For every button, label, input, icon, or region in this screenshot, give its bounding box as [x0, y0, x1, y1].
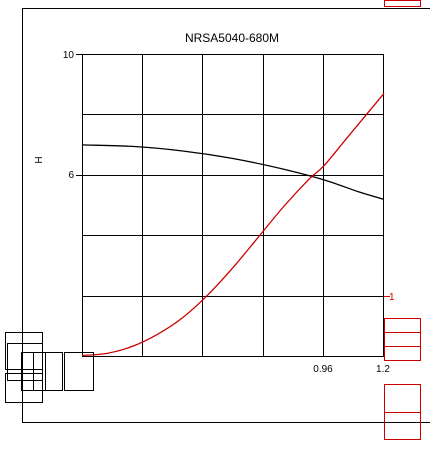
x-tick-label-0.96: 0.96 — [313, 364, 333, 375]
widget-box-red — [384, 0, 421, 7]
outer-frame — [22, 8, 430, 423]
grid-lines — [82, 54, 384, 357]
x-tick-label-1.2: 1.2 — [376, 364, 390, 375]
widget-boxes-right — [384, 0, 421, 440]
widget-box — [64, 352, 94, 391]
widget-box-red — [384, 412, 421, 440]
y-axis-label: H — [34, 156, 45, 163]
y-tick-label-6: 6 — [68, 170, 74, 181]
widget-box — [5, 332, 43, 370]
plot-area — [82, 54, 384, 357]
widget-boxes-left — [5, 332, 94, 403]
chart-title: NRSA5040-680M — [185, 31, 279, 45]
widget-box — [5, 373, 43, 403]
secondary-y-tick-label-1: 1 — [389, 292, 395, 303]
widget-box-red — [384, 318, 421, 361]
y-tick-label-10: 10 — [63, 50, 75, 61]
widget-box — [33, 352, 63, 391]
widget-box-red — [384, 384, 421, 413]
series-layer — [81, 92, 385, 357]
series-line-1 — [81, 92, 385, 357]
widget-box — [7, 343, 43, 381]
series-line-0 — [81, 144, 385, 201]
